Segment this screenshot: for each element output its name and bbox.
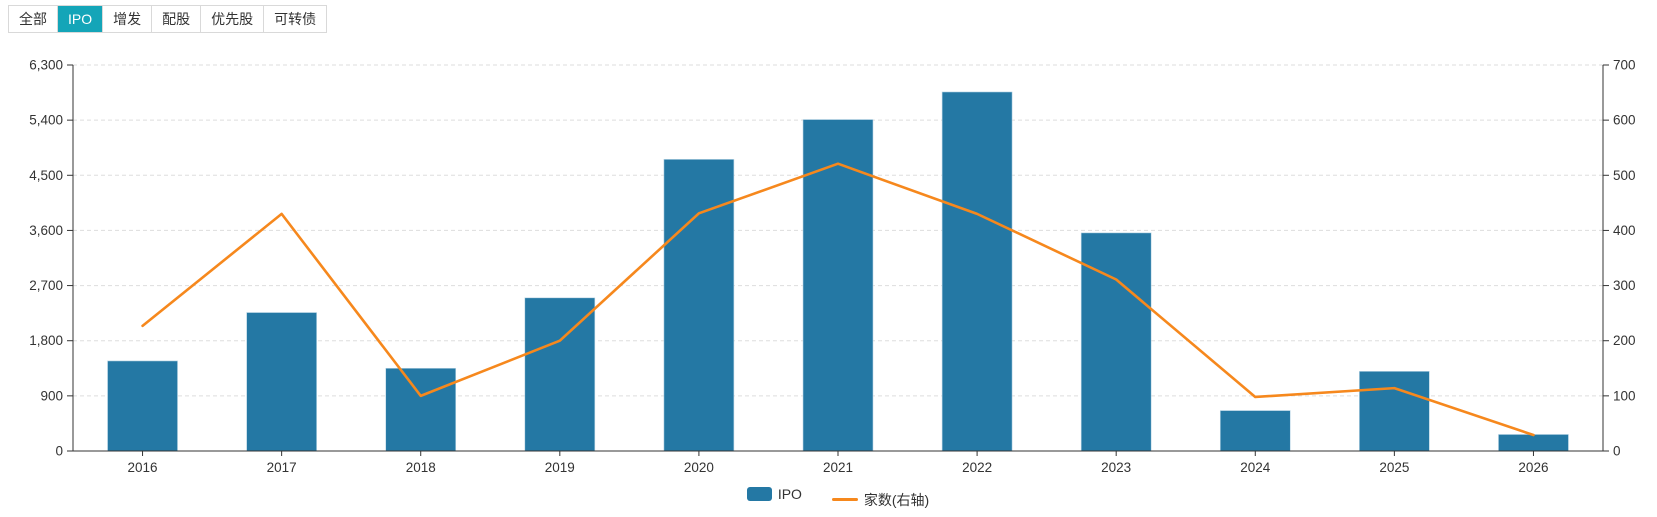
- x-axis-label: 2021: [823, 460, 853, 475]
- x-axis-label: 2019: [545, 460, 575, 475]
- x-axis-label: 2018: [406, 460, 436, 475]
- right-axis-label: 400: [1613, 223, 1636, 238]
- bar-2025[interactable]: [1359, 371, 1430, 452]
- x-axis-label: 2026: [1518, 460, 1548, 475]
- x-axis-label: 2020: [684, 460, 714, 475]
- line-swatch-icon: [831, 498, 858, 501]
- left-axis-label: 5,400: [29, 113, 63, 128]
- right-axis-label: 500: [1613, 168, 1636, 183]
- left-axis-label: 1,800: [29, 333, 63, 348]
- x-axis-label: 2023: [1101, 460, 1131, 475]
- left-axis-label: 900: [40, 388, 63, 403]
- legend-item-count[interactable]: 家数(右轴): [831, 490, 930, 510]
- bar-swatch-icon: [746, 487, 772, 501]
- right-axis-label: 700: [1613, 58, 1636, 73]
- chart-legend: IPO 家数(右轴): [73, 486, 1603, 510]
- bar-2026[interactable]: [1498, 434, 1569, 452]
- right-axis-label: 0: [1613, 444, 1621, 459]
- bar-2020[interactable]: [663, 159, 735, 452]
- x-axis-label: 2017: [267, 460, 297, 475]
- bar-2022[interactable]: [941, 91, 1013, 452]
- legend-label-count: 家数(右轴): [863, 491, 930, 508]
- right-axis-label: 200: [1613, 333, 1636, 348]
- x-axis-label: 2025: [1379, 460, 1409, 475]
- right-axis-label: 300: [1613, 278, 1636, 293]
- security-type-tabs: 全部 IPO 增发 配股 优先股 可转债: [8, 5, 328, 33]
- tab-增发[interactable]: 增发: [102, 6, 152, 32]
- tab-全部[interactable]: 全部: [9, 6, 57, 32]
- right-axis-label: 600: [1613, 113, 1636, 128]
- bar-2017[interactable]: [246, 312, 317, 452]
- left-axis-label: 3,600: [29, 223, 63, 238]
- left-axis-label: 0: [55, 444, 63, 459]
- x-axis-label: 2016: [128, 460, 158, 475]
- bar-2024[interactable]: [1219, 410, 1291, 452]
- tab-IPO[interactable]: IPO: [57, 6, 103, 32]
- x-axis-label: 2022: [962, 460, 992, 475]
- right-axis-label: 100: [1613, 388, 1636, 403]
- x-axis-label: 2024: [1240, 460, 1271, 475]
- tab-可转债[interactable]: 可转债: [263, 6, 327, 32]
- tab-配股[interactable]: 配股: [151, 6, 201, 32]
- legend-item-ipo[interactable]: IPO: [746, 486, 802, 502]
- bar-2016[interactable]: [107, 360, 178, 452]
- tab-优先股[interactable]: 优先股: [200, 6, 264, 32]
- left-axis-label: 6,300: [29, 58, 63, 73]
- legend-label-ipo: IPO: [777, 486, 802, 502]
- bar-2019[interactable]: [524, 297, 596, 452]
- left-axis-label: 2,700: [29, 278, 63, 293]
- bar-2023[interactable]: [1080, 232, 1152, 452]
- count-line[interactable]: [141, 162, 1535, 437]
- bar-2018[interactable]: [385, 367, 457, 452]
- bar-2021[interactable]: [802, 119, 874, 452]
- left-axis-label: 4,500: [29, 168, 63, 183]
